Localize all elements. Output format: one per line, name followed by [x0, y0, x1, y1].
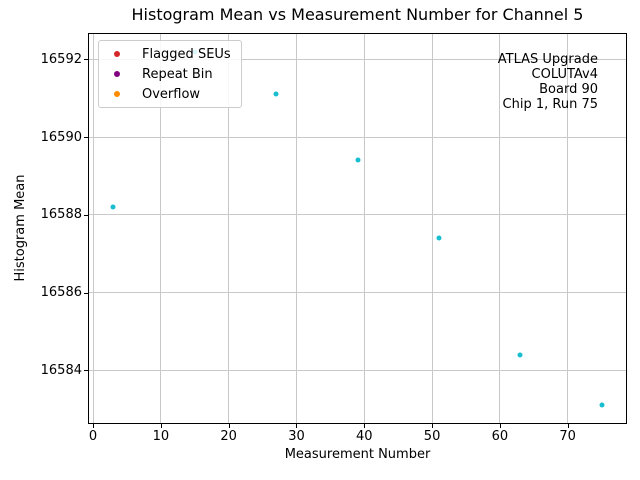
gridline-x — [431, 34, 433, 423]
data-point — [436, 235, 442, 241]
x-tick-mark — [364, 424, 366, 428]
legend-marker-icon — [114, 51, 120, 57]
x-tick-mark — [296, 424, 298, 428]
gridline-x — [295, 34, 297, 423]
legend-item-label: Repeat Bin — [142, 66, 213, 82]
x-tick-mark — [160, 424, 162, 428]
y-axis-label: Histogram Mean — [13, 174, 28, 282]
chart-title: Histogram Mean vs Measurement Number for… — [131, 5, 584, 24]
legend: Flagged SEUs Repeat Bin Overflow — [98, 40, 242, 108]
y-tick-mark — [84, 137, 88, 139]
x-axis-label: Measurement Number — [284, 447, 431, 462]
y-tick-label: 16586 — [40, 285, 82, 301]
y-tick-label: 16584 — [40, 362, 82, 378]
x-tick-label: 10 — [152, 429, 170, 444]
annotation-line: Chip 1, Run 75 — [502, 97, 598, 112]
gridline-x — [567, 34, 569, 423]
y-tick-label: 16590 — [40, 129, 82, 145]
x-tick-label: 0 — [88, 429, 98, 444]
annotation-text: ATLAS Upgrade COLUTAv4 Board 90 Chip 1, Run… — [498, 52, 598, 112]
data-point — [355, 157, 360, 163]
y-tick-label: 16588 — [40, 207, 82, 223]
legend-marker-icon — [114, 71, 120, 77]
data-point — [273, 91, 279, 97]
legend-item: Repeat Bin — [99, 67, 241, 82]
x-tick-label: 30 — [288, 429, 305, 444]
gridline-y — [89, 292, 626, 294]
gridline-x — [228, 34, 230, 423]
legend-item-label: Overflow — [142, 86, 201, 102]
annotation-line: ATLAS Upgrade — [497, 52, 598, 67]
gridline-x — [92, 34, 94, 423]
y-tick-mark — [84, 59, 88, 61]
gridline-y — [89, 136, 626, 138]
legend-item: Flagged SEUs — [99, 47, 241, 62]
gridline-x — [499, 34, 501, 423]
gridline-x — [363, 34, 365, 423]
legend-item-label: Flagged SEUs — [142, 46, 231, 62]
gridline-x — [160, 34, 162, 423]
y-tick-mark — [84, 370, 88, 372]
x-tick-mark — [228, 424, 230, 428]
x-tick-label: 50 — [423, 429, 441, 444]
y-tick-label: 16592 — [40, 51, 82, 67]
y-tick-mark — [84, 214, 88, 216]
x-tick-label: 70 — [559, 429, 576, 444]
x-tick-mark — [93, 424, 95, 428]
x-tick-mark — [567, 424, 569, 428]
data-point — [599, 402, 605, 408]
legend-marker-icon — [114, 91, 120, 97]
data-point — [517, 352, 523, 358]
gridline-y — [89, 58, 626, 60]
gridline-y — [89, 214, 626, 216]
x-tick-mark — [432, 424, 434, 428]
y-tick-mark — [84, 292, 88, 294]
legend-item: Overflow — [99, 87, 241, 102]
x-tick-label: 40 — [355, 429, 373, 444]
annotation-line: Board 90 — [539, 82, 598, 97]
annotation-line: COLUTAv4 — [531, 67, 598, 82]
x-tick-label: 60 — [491, 429, 509, 444]
x-tick-label: 20 — [220, 429, 237, 444]
gridline-y — [89, 369, 626, 371]
data-point — [110, 204, 116, 210]
x-tick-mark — [499, 424, 501, 428]
